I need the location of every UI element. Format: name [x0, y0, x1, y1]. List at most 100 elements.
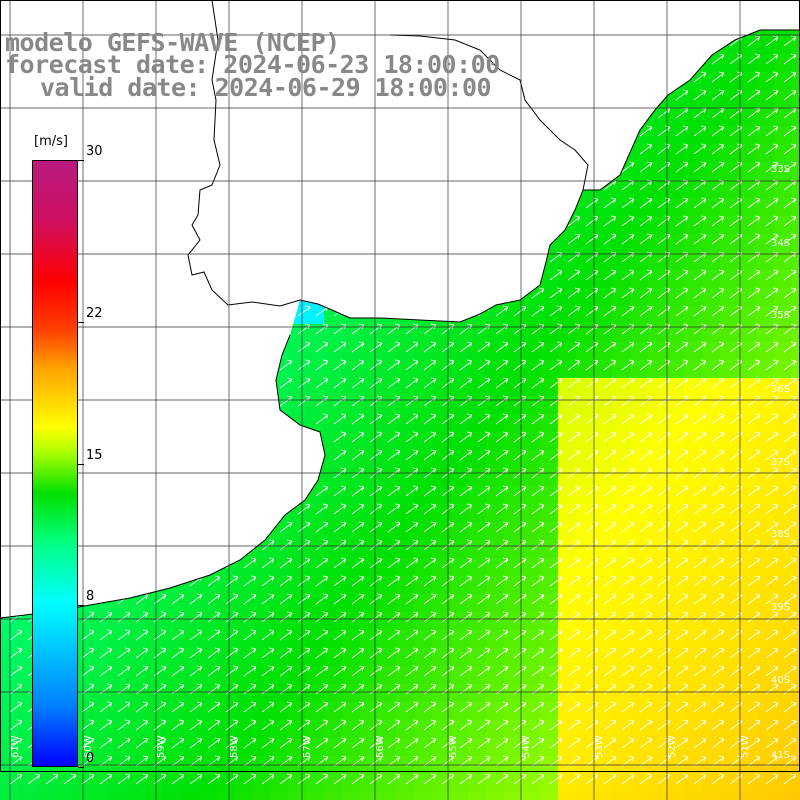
field-cell: [432, 324, 451, 343]
wind-arrow: [549, 647, 563, 659]
field-cell: [306, 504, 325, 523]
wind-arrow: [783, 665, 797, 677]
wind-arrow: [657, 269, 671, 281]
field-cell: [684, 306, 703, 325]
field-cell: [648, 432, 667, 451]
field-cell: [432, 450, 451, 469]
wind-arrow: [657, 557, 671, 569]
wind-arrow: [477, 521, 491, 533]
wind-arrow: [189, 773, 203, 785]
field-cell: [306, 738, 325, 757]
wind-arrow: [297, 647, 311, 659]
field-cell: [342, 774, 361, 793]
field-cell: [342, 486, 361, 505]
field-cell: [792, 792, 800, 800]
field-cell: [504, 792, 523, 800]
wind-arrow: [603, 449, 617, 461]
wind-arrow: [513, 503, 527, 515]
wind-arrow: [549, 359, 563, 371]
field-cell: [396, 360, 415, 379]
field-cell: [378, 630, 397, 649]
wind-arrow: [657, 359, 671, 371]
field-cell: [612, 504, 631, 523]
wind-arrow: [279, 773, 293, 785]
field-cell: [756, 126, 775, 145]
field-cell: [396, 702, 415, 721]
field-cell: [540, 360, 559, 379]
wind-arrow: [351, 521, 365, 533]
wind-arrow: [387, 683, 401, 695]
field-cell: [486, 468, 505, 487]
wind-arrow: [423, 413, 437, 425]
wind-arrow: [675, 485, 689, 497]
field-cell: [468, 450, 487, 469]
wind-arrow: [315, 539, 329, 551]
wind-arrow: [477, 467, 491, 479]
field-cell: [756, 558, 775, 577]
wind-arrow: [639, 161, 653, 173]
field-cell: [720, 396, 739, 415]
field-cell: [540, 378, 559, 397]
wind-arrow: [423, 611, 437, 623]
wind-arrow: [675, 233, 689, 245]
field-cell: [450, 432, 469, 451]
wind-arrow: [675, 683, 689, 695]
wind-arrow: [549, 377, 563, 389]
field-cell: [306, 576, 325, 595]
wind-arrow: [513, 341, 527, 353]
field-cell: [108, 612, 127, 631]
field-cell: [540, 288, 559, 307]
field-cell: [684, 270, 703, 289]
field-cell: [558, 774, 577, 793]
wind-arrow: [351, 575, 365, 587]
field-cell: [756, 180, 775, 199]
field-cell: [594, 540, 613, 559]
wind-arrow: [603, 503, 617, 515]
field-cell: [774, 486, 793, 505]
wind-arrow: [621, 215, 635, 227]
field-cell: [252, 774, 271, 793]
field-cell: [342, 594, 361, 613]
wind-arrow: [783, 89, 797, 101]
field-cell: [486, 612, 505, 631]
wind-arrow: [765, 35, 779, 47]
field-cell: [702, 630, 721, 649]
field-cell: [324, 504, 343, 523]
field-cell: [342, 432, 361, 451]
field-cell: [396, 540, 415, 559]
wind-arrow: [549, 269, 563, 281]
field-cell: [738, 522, 757, 541]
field-cell: [702, 648, 721, 667]
field-cell: [594, 612, 613, 631]
wind-arrow: [783, 557, 797, 569]
wind-arrow: [297, 539, 311, 551]
wind-arrow: [657, 539, 671, 551]
wind-arrow: [333, 575, 347, 587]
field-cell: [720, 774, 739, 793]
wind-arrow: [621, 341, 635, 353]
field-cell: [144, 648, 163, 667]
wind-arrow: [693, 683, 707, 695]
wind-arrow: [513, 593, 527, 605]
wind-arrow: [315, 341, 329, 353]
field-cell: [720, 360, 739, 379]
field-cell: [0, 648, 19, 667]
field-cell: [792, 54, 800, 73]
field-cell: [720, 72, 739, 91]
field-cell: [756, 738, 775, 757]
field-cell: [360, 702, 379, 721]
wind-arrow: [747, 287, 761, 299]
field-cell: [648, 612, 667, 631]
field-cell: [90, 684, 109, 703]
wind-arrow: [333, 341, 347, 353]
wind-arrow: [315, 701, 329, 713]
wind-arrow: [297, 359, 311, 371]
field-cell: [756, 306, 775, 325]
wind-arrow: [513, 557, 527, 569]
field-cell: [540, 594, 559, 613]
field-cell: [666, 144, 685, 163]
field-cell: [594, 306, 613, 325]
wind-arrow: [279, 683, 293, 695]
wind-arrow: [243, 701, 257, 713]
wind-arrow: [513, 521, 527, 533]
